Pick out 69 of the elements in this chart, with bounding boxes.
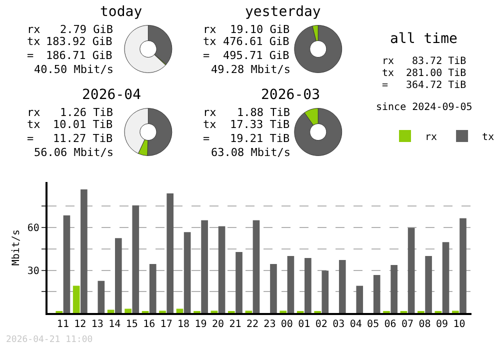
x-tick-label: 20 bbox=[212, 319, 224, 330]
text: rx bbox=[203, 106, 217, 119]
x-tick-label: 17 bbox=[160, 319, 172, 330]
x-tick-label: 23 bbox=[264, 319, 276, 330]
text: 10.01 TiB bbox=[53, 118, 113, 131]
chart-title: 2026-03 bbox=[261, 87, 320, 103]
x-tick-label: 13 bbox=[91, 319, 104, 330]
text: 1.26 TiB bbox=[60, 106, 114, 119]
text: rx bbox=[382, 56, 394, 67]
text: 19.10 GiB bbox=[230, 23, 290, 36]
x-tick-label: 12 bbox=[74, 319, 86, 330]
x-tick-label: 09 bbox=[436, 319, 448, 330]
text: tx bbox=[382, 68, 394, 79]
y-axis-title: Mbit/s bbox=[10, 229, 22, 266]
x-tick-label: 15 bbox=[126, 319, 138, 330]
text: 476.61 GiB bbox=[223, 35, 290, 48]
text: 1.88 TiB bbox=[237, 106, 290, 119]
text: 83.72 TiB bbox=[412, 56, 466, 67]
text: 364.72 TiB bbox=[406, 80, 466, 91]
x-tick-label: 05 bbox=[367, 319, 380, 330]
text: 17.33 TiB bbox=[230, 118, 290, 131]
legend-label: tx bbox=[482, 132, 494, 143]
text: rx bbox=[27, 23, 41, 36]
text: 183.92 GiB bbox=[46, 35, 113, 48]
x-tick-label: 19 bbox=[194, 319, 207, 330]
x-tick-label: 21 bbox=[229, 319, 242, 330]
x-tick-label: 18 bbox=[178, 319, 190, 330]
text: 2.79 GiB bbox=[60, 23, 114, 36]
text: 19.21 TiB bbox=[230, 132, 290, 145]
x-tick-label: 02 bbox=[315, 319, 328, 330]
text: 63.08 Mbit/s bbox=[211, 146, 290, 159]
y-tick-label: 60 bbox=[27, 223, 40, 234]
x-tick-label: 03 bbox=[332, 319, 345, 330]
text: = bbox=[203, 49, 210, 62]
text: tx bbox=[203, 35, 217, 48]
text: 40.50 Mbit/s bbox=[34, 63, 114, 76]
text: rx bbox=[203, 23, 217, 36]
x-tick-label: 10 bbox=[453, 319, 466, 330]
text: tx bbox=[203, 118, 217, 131]
y-tick-label: 30 bbox=[27, 266, 40, 277]
text: tx bbox=[27, 118, 41, 131]
text: 49.28 Mbit/s bbox=[211, 63, 290, 76]
x-tick-label: 16 bbox=[143, 319, 156, 330]
text: rx bbox=[27, 106, 41, 119]
text: 186.71 GiB bbox=[46, 49, 113, 62]
text: 11.27 TiB bbox=[53, 132, 113, 145]
x-tick-label: 22 bbox=[246, 319, 258, 330]
chart-title: today bbox=[100, 4, 142, 20]
x-tick-label: 14 bbox=[108, 319, 121, 330]
text: tx bbox=[27, 35, 41, 48]
text: since 2024-09-05 bbox=[376, 102, 472, 113]
x-tick-label: 11 bbox=[56, 319, 69, 330]
x-tick-label: 06 bbox=[384, 319, 396, 330]
chart-title: yesterday bbox=[245, 4, 321, 20]
x-tick-label: 04 bbox=[350, 319, 362, 330]
text: all time bbox=[390, 31, 458, 47]
chart-title: 2026-04 bbox=[82, 87, 142, 103]
text: = bbox=[203, 132, 210, 145]
text: 495.71 GiB bbox=[223, 49, 290, 62]
text: = bbox=[382, 80, 388, 91]
x-tick-label: 07 bbox=[402, 319, 414, 330]
text: = bbox=[27, 49, 34, 62]
x-tick-label: 01 bbox=[298, 319, 310, 330]
legend-label: rx bbox=[425, 132, 438, 143]
text: 281.00 TiB bbox=[406, 68, 466, 79]
text: = bbox=[27, 132, 34, 145]
x-tick-label: 00 bbox=[280, 319, 293, 330]
x-tick-label: 08 bbox=[418, 319, 431, 330]
text: 56.06 Mbit/s bbox=[34, 146, 114, 159]
